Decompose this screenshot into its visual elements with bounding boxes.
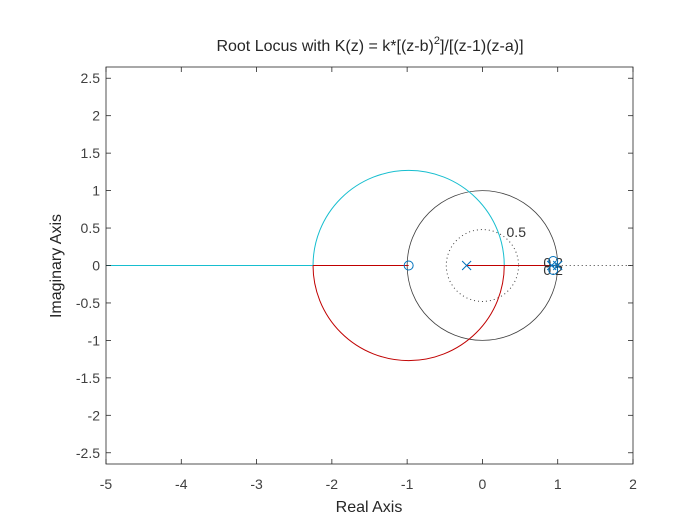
locus-arc-upper: [312, 170, 505, 266]
y-tick-label: 2: [92, 108, 100, 124]
chart-title-superscript: 2: [434, 35, 440, 47]
y-tick-label: -0.5: [76, 295, 100, 311]
y-tick-label: -1.5: [76, 370, 100, 386]
x-tick-label: 1: [554, 476, 562, 492]
plot-area: -5 -4 -3 -2 -1 0 1 2 -2.5 -2 -1.5 -1 -0.5 0 0.5 1 1.5 2 2.…: [76, 66, 637, 492]
x-tick-label: -5: [100, 476, 113, 492]
x-tick-label: 2: [629, 476, 637, 492]
y-axis-label: Imaginary Axis: [48, 214, 65, 318]
chart-title-prefix: Root Locus with K(z) = k*[(z-b): [216, 38, 433, 55]
y-tick-label: -1: [88, 332, 101, 348]
damping-ratio-label: 0.5: [507, 224, 527, 240]
x-tick-label: -2: [326, 476, 339, 492]
x-tick-label: -4: [175, 476, 188, 492]
x-axis-label: Real Axis: [336, 499, 403, 516]
x-tick-label: -3: [250, 476, 263, 492]
x-tick-label: 0: [479, 476, 487, 492]
pole-marker: [461, 260, 472, 271]
zero-marker: [548, 264, 559, 275]
y-tick-label: 2.5: [81, 70, 101, 86]
y-tick-label: 0: [92, 258, 100, 274]
chart-title: Root Locus with K(z) = k*[(z-b)2]/[(z-1)…: [216, 35, 523, 55]
chart-title-suffix: ]/[(z-1)(z-a)]: [440, 38, 524, 55]
pole-marker: [552, 260, 563, 271]
y-tick-label: -2.5: [76, 445, 100, 461]
y-tick-label: 1: [92, 183, 100, 199]
y-tick-label: -2: [88, 407, 101, 423]
zero-marker: [403, 260, 414, 271]
y-tick-label: 1.5: [81, 145, 101, 161]
locus-arc-lower: [312, 265, 505, 361]
x-tick-label: -1: [401, 476, 414, 492]
y-tick-label: 0.5: [81, 220, 101, 236]
